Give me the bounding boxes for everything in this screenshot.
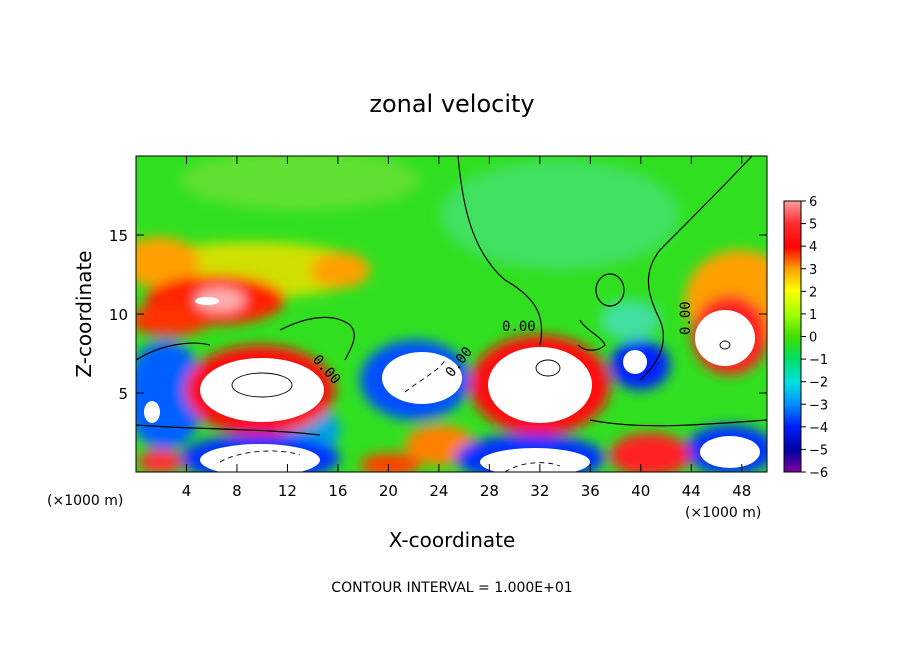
colorbar-label: −5 (809, 443, 828, 458)
x-tick-label: 24 (429, 482, 448, 500)
colorbar-label: 2 (809, 285, 817, 300)
colorbar-label: 6 (809, 195, 817, 210)
colorbar-label: −3 (809, 398, 828, 413)
chart-title: zonal velocity (369, 90, 534, 118)
x-tick-label: 12 (278, 482, 297, 500)
field-cores (144, 297, 760, 472)
x-tick-label: 8 (232, 482, 242, 500)
x-tick-label: 36 (581, 482, 600, 500)
contour-interval-note: CONTOUR INTERVAL = 1.000E+01 (331, 580, 572, 596)
colorbar-gradient (783, 200, 802, 473)
colorbar-label: 0 (809, 331, 817, 346)
colorbar: 6 5 4 3 2 1 0 −1 −2 −3 −4 −5 −6 (783, 195, 828, 481)
colorbar-label: 1 (809, 308, 817, 323)
y-axis-title: Z-coordinate (72, 250, 96, 377)
x-axis: 4 8 12 16 20 24 28 32 36 40 44 48 (182, 156, 751, 500)
x-unit-label-right: (×1000 m) (685, 505, 761, 521)
colorbar-label: −4 (809, 421, 828, 436)
x-tick-label: 4 (182, 482, 192, 500)
x-tick-label: 20 (379, 482, 398, 500)
y-tick-label: 5 (118, 385, 128, 403)
y-tick-label: 15 (109, 227, 128, 245)
colorbar-label: −2 (809, 376, 828, 391)
colorbar-label: 5 (809, 218, 817, 233)
x-axis-title: X-coordinate (389, 528, 516, 552)
x-tick-label: 44 (682, 482, 701, 500)
contour-lines (136, 156, 767, 472)
x-tick-label: 32 (530, 482, 549, 500)
contour-label: 0.00 (502, 319, 536, 335)
colorbar-label: −6 (809, 466, 828, 481)
colorbar-labels: 6 5 4 3 2 1 0 −1 −2 −3 −4 −5 −6 (801, 195, 828, 481)
contour-label: 0.00 (678, 301, 694, 335)
colorbar-label: 3 (809, 263, 817, 278)
x-unit-label-left: (×1000 m) (47, 493, 123, 509)
colorbar-label: −1 (809, 353, 828, 368)
x-tick-label: 16 (328, 482, 347, 500)
colorbar-label: 4 (809, 240, 817, 255)
y-tick-label: 10 (109, 306, 128, 324)
x-tick-label: 48 (732, 482, 751, 500)
x-tick-label: 40 (631, 482, 650, 500)
plot-area: 0.00 0.00 0.00 0.00 (136, 156, 767, 472)
y-axis: 5 10 15 (109, 227, 767, 403)
x-tick-label: 28 (480, 482, 499, 500)
